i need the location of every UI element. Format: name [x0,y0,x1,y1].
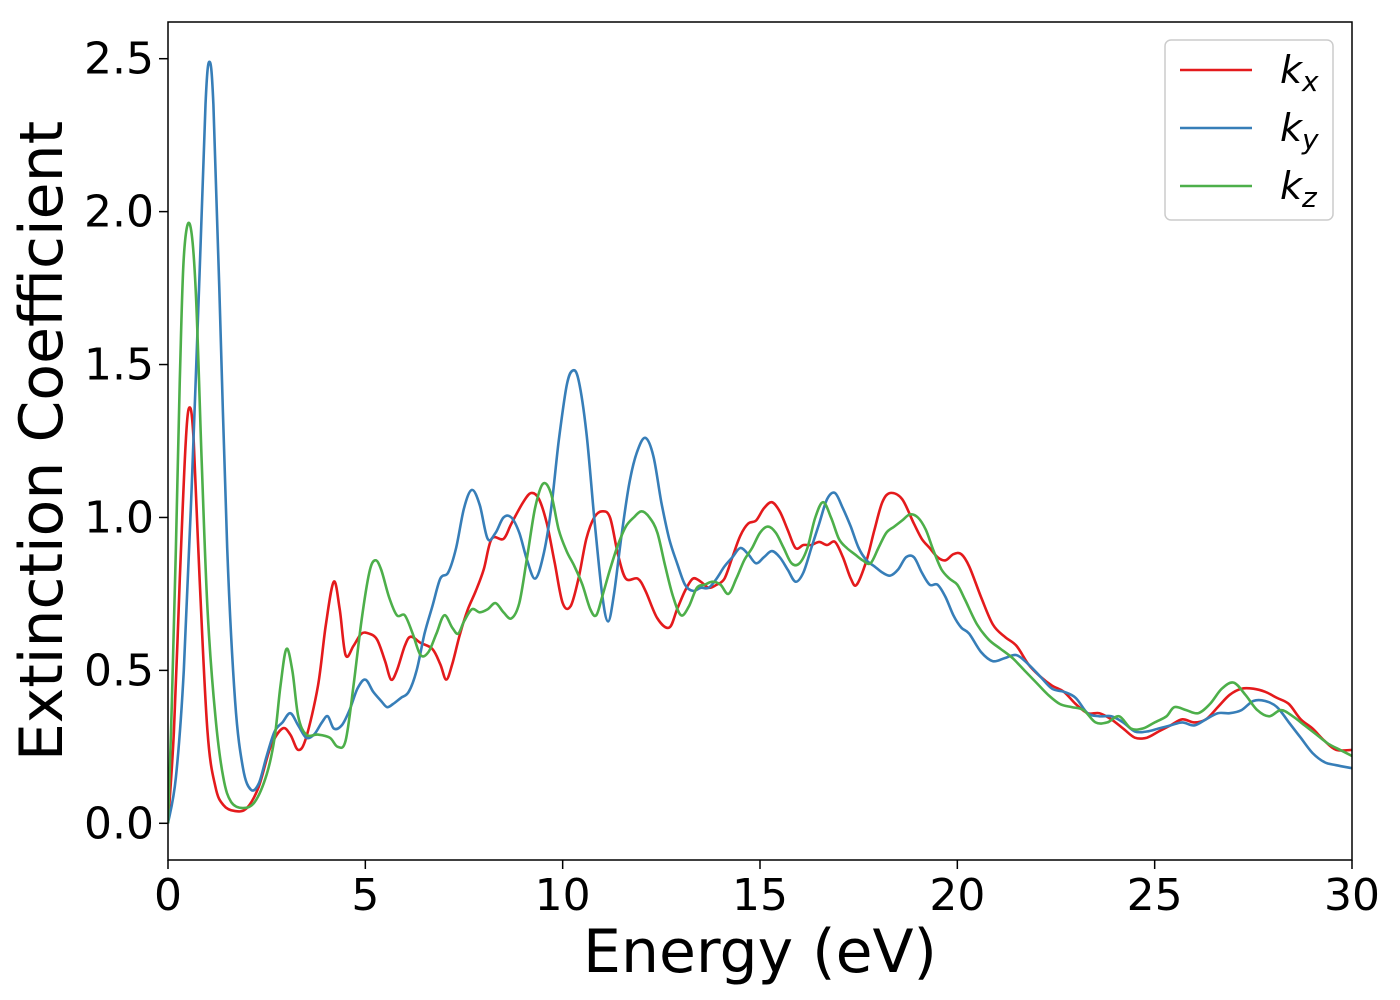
series-line-kz [168,221,1352,824]
series-layer [168,60,1352,824]
x-tick-label: 15 [732,870,788,921]
x-axis: 0 5 10 15 20 25 30 [154,860,1380,921]
x-axis-label: Energy (eV) [583,917,937,987]
x-tick-label: 30 [1324,870,1380,921]
x-tick-label: 10 [535,870,591,921]
x-tick-label: 20 [929,870,985,921]
y-axis: 0.0 0.5 1.0 1.5 2.0 2.5 [84,34,168,849]
x-tick-label: 5 [351,870,379,921]
y-tick-label: 0.5 [84,645,154,696]
y-tick-label: 0.0 [84,798,154,849]
x-tick-label: 0 [154,870,182,921]
y-tick-label: 1.0 [84,492,154,543]
y-tick-label: 2.0 [84,187,154,238]
series-line-kx [168,406,1352,824]
legend-frame [1164,39,1334,221]
y-axis-label: Extinction Coefficient [7,121,77,761]
series-line-ky [168,60,1352,824]
y-tick-label: 1.5 [84,340,154,391]
y-tick-label: 2.5 [84,34,154,85]
x-tick-label: 25 [1127,870,1183,921]
